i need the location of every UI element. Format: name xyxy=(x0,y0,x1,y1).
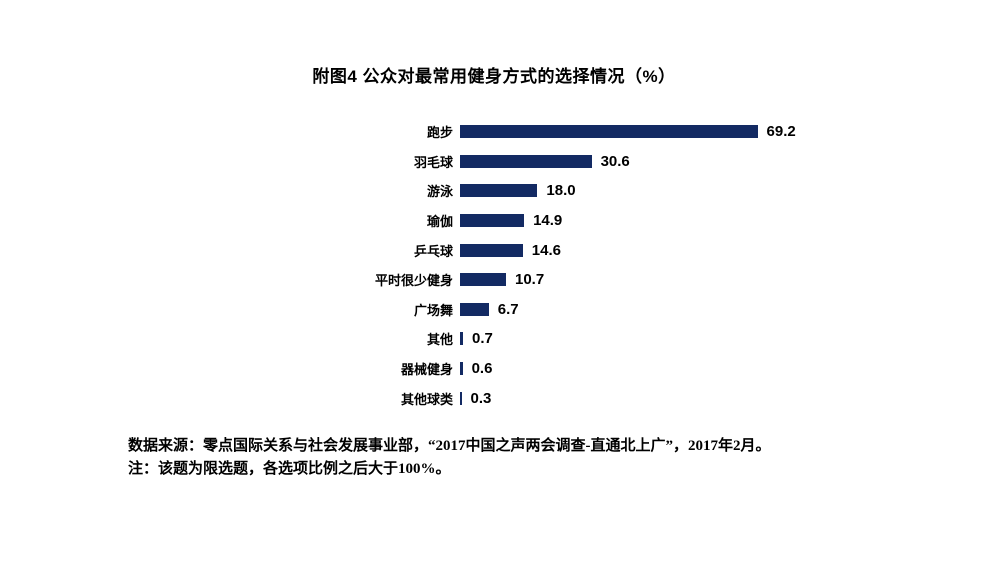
bar-row: 乒乓球 14.6 xyxy=(280,235,920,265)
bar xyxy=(460,332,463,346)
bar xyxy=(460,214,525,228)
footnote-note: 注：该题为限选题，各选项比例之后大于100%。 xyxy=(128,461,451,477)
bar-row: 广场舞 6.7 xyxy=(280,295,920,325)
bar-track: 14.9 xyxy=(460,206,562,236)
bar-value-label: 0.7 xyxy=(472,330,493,348)
bar xyxy=(460,273,506,287)
bar-value-label: 30.6 xyxy=(600,152,630,170)
bar-track: 6.7 xyxy=(460,295,519,325)
bar-row: 瑜伽 14.9 xyxy=(280,206,920,236)
bar-value-label: 14.9 xyxy=(533,212,563,230)
bar-track: 18.0 xyxy=(460,176,576,206)
bar-category-label: 器械健身 xyxy=(400,362,453,378)
bar-category-label: 羽毛球 xyxy=(413,154,453,170)
bar xyxy=(460,154,592,168)
bar-value-label: 0.6 xyxy=(471,360,493,378)
bar xyxy=(460,243,523,257)
bar-row: 跑步 69.2 xyxy=(280,117,920,147)
bar-value-label: 10.7 xyxy=(515,271,545,289)
bar xyxy=(460,302,489,316)
bar-track: 0.3 xyxy=(460,383,491,413)
bar-row: 平时很少健身 10.7 xyxy=(280,265,920,295)
bar-category-label: 平时很少健身 xyxy=(374,273,453,289)
bar-track: 0.7 xyxy=(460,324,493,354)
bar-track: 10.7 xyxy=(460,265,544,295)
chart-title: 附图4 公众对最常用健身方式的选择情况（%） xyxy=(312,67,676,86)
bar-value-label: 69.2 xyxy=(766,123,796,141)
bar-row: 其他 0.7 xyxy=(280,324,920,354)
bar-value-label: 6.7 xyxy=(497,300,519,318)
bar-category-label: 乒乓球 xyxy=(413,243,453,259)
bar-chart: 跑步 69.2 羽毛球 30.6 游泳 18.0 瑜伽 14.9 乒乓球 14.6 平时很少健身 10… xyxy=(280,117,920,413)
bar-row: 羽毛球 30.6 xyxy=(280,147,920,177)
bar-row: 其他球类 0.3 xyxy=(280,383,920,413)
bar-category-label: 跑步 xyxy=(426,125,453,141)
bar-category-label: 游泳 xyxy=(426,184,453,200)
bar-value-label: 18.0 xyxy=(546,182,576,200)
bar-track: 14.6 xyxy=(460,235,561,265)
bar-value-label: 0.3 xyxy=(470,389,492,407)
bar-category-label: 广场舞 xyxy=(413,302,453,318)
footnote-source: 数据来源：零点国际关系与社会发展事业部，“2017中国之声两会调查-直通北上广”… xyxy=(128,438,771,454)
bar-category-label: 其他 xyxy=(426,332,453,348)
bar-value-label: 14.6 xyxy=(531,241,561,259)
bar-row: 器械健身 0.6 xyxy=(280,354,920,384)
bar xyxy=(460,391,462,405)
bar xyxy=(460,184,538,198)
bar-track: 30.6 xyxy=(460,147,630,177)
bar-row: 游泳 18.0 xyxy=(280,176,920,206)
bar-category-label: 其他球类 xyxy=(400,391,453,407)
bar xyxy=(460,362,463,376)
bar-track: 0.6 xyxy=(460,354,492,384)
bar-category-label: 瑜伽 xyxy=(426,214,453,230)
bar-track: 69.2 xyxy=(460,117,796,147)
bar xyxy=(460,125,758,139)
footnotes: 数据来源：零点国际关系与社会发展事业部，“2017中国之声两会调查-直通北上广”… xyxy=(128,435,771,481)
